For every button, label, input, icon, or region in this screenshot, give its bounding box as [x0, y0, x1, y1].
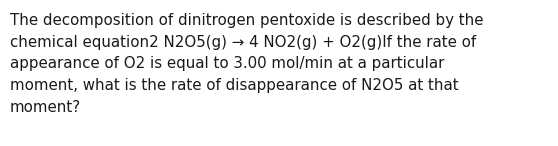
Text: The decomposition of dinitrogen pentoxide is described by the
chemical equation2: The decomposition of dinitrogen pentoxid… — [10, 13, 484, 115]
